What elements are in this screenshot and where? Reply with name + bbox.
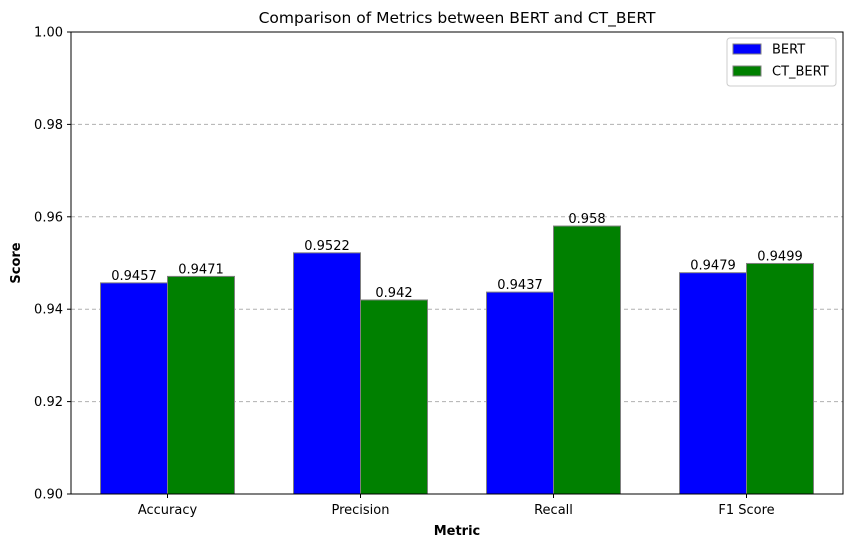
data-label: 0.9479	[690, 259, 736, 274]
bar-bert	[293, 252, 361, 495]
legend-entry: BERT	[772, 43, 805, 58]
bar-bert	[679, 272, 747, 495]
y-axis: 0.90 0.92 0.94 0.96 0.98 1.00	[34, 26, 71, 503]
bar-bert	[486, 291, 554, 495]
x-axis-label: Metric	[434, 524, 481, 539]
bar-ct-bert	[360, 299, 428, 495]
data-label: 0.9499	[757, 249, 803, 264]
x-tick-label: Recall	[534, 503, 573, 518]
legend: BERT CT_BERT	[726, 37, 837, 87]
y-tick-label: 0.94	[34, 303, 63, 318]
legend-swatch	[732, 43, 762, 55]
value-labels: 0.9457 0.9471 0.9522 0.942 0.9437 0.958 0.9479…	[111, 212, 803, 301]
data-label: 0.9471	[178, 262, 224, 277]
bar-ct-bert	[167, 275, 235, 495]
bar-ct-bert	[553, 225, 621, 495]
bar-ct-bert	[746, 262, 814, 495]
x-tick-label: F1 Score	[718, 503, 774, 518]
y-tick-label: 1.00	[34, 26, 63, 41]
y-tick-label: 0.92	[34, 395, 63, 410]
x-axis: Accuracy Precision Recall F1 Score	[138, 494, 775, 518]
legend-entry: CT_BERT	[772, 65, 829, 80]
data-label: 0.9522	[304, 239, 350, 254]
y-tick-label: 0.98	[34, 118, 63, 133]
legend-swatch	[732, 65, 762, 77]
y-axis-label: Score	[9, 242, 24, 283]
x-tick-label: Precision	[331, 503, 389, 518]
data-label: 0.958	[568, 212, 605, 227]
bar-bert	[100, 282, 168, 495]
data-label: 0.9457	[111, 269, 157, 284]
y-tick-label: 0.90	[34, 488, 63, 503]
x-tick-label: Accuracy	[138, 503, 198, 518]
y-tick-label: 0.96	[34, 210, 63, 225]
chart-title: Comparison of Metrics between BERT and C…	[259, 9, 656, 28]
plot-frame	[70, 31, 844, 495]
data-label: 0.942	[375, 286, 412, 301]
data-label: 0.9437	[497, 278, 543, 293]
bars	[100, 225, 814, 495]
